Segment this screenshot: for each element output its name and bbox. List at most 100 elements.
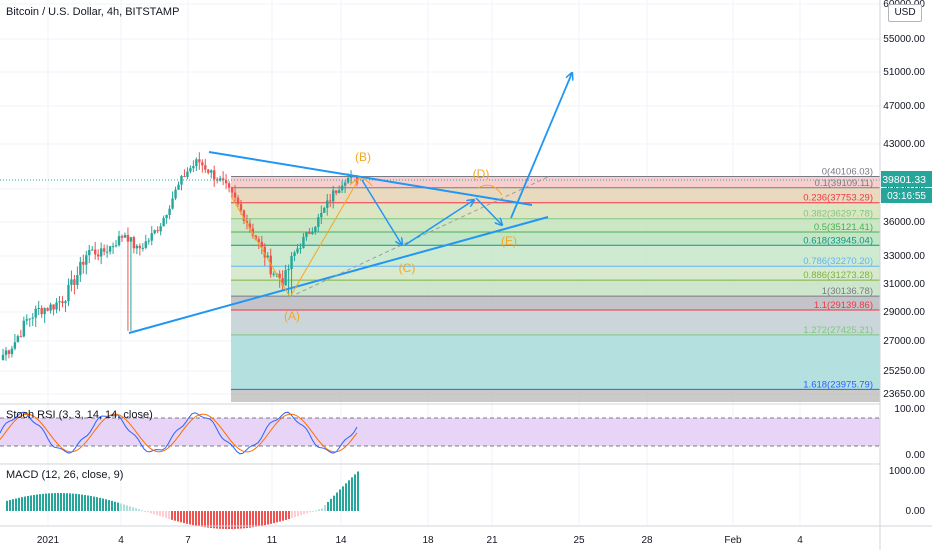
wave-label: (A) <box>284 309 300 323</box>
candle-body <box>162 218 165 227</box>
candle-body <box>311 232 314 235</box>
macd-histogram-bar <box>183 511 185 524</box>
candle-body <box>34 308 37 318</box>
candle-body <box>150 233 153 241</box>
wave-label: (E) <box>501 234 517 248</box>
fib-zone <box>231 176 880 188</box>
fib-zone <box>231 202 880 219</box>
candle-body <box>248 223 252 229</box>
candle-body <box>147 240 150 242</box>
fib-level-label: 1(30136.78) <box>822 286 873 297</box>
candle-body <box>171 198 174 209</box>
candle-body <box>99 248 103 257</box>
candle-body <box>1 354 5 361</box>
macd-histogram-bar <box>342 486 344 511</box>
fib-zone <box>231 334 880 390</box>
candle-body <box>174 189 177 199</box>
candle-body <box>260 241 264 247</box>
candle-body <box>254 235 258 240</box>
macd-histogram-bar <box>90 495 92 511</box>
breakout-arrow <box>510 73 572 219</box>
macd-histogram-bar <box>201 511 203 527</box>
macd-histogram-bar <box>108 500 110 511</box>
candle-body <box>126 234 130 242</box>
price-tick-label: 31000.00 <box>883 279 925 290</box>
macd-histogram-bar <box>153 511 155 515</box>
macd-histogram-bar <box>75 493 77 511</box>
macd-histogram-bar <box>345 483 347 511</box>
macd-histogram-bar <box>324 505 326 511</box>
macd-histogram-bar <box>177 511 179 522</box>
macd-histogram-bar <box>162 511 164 518</box>
fib-level-label: 0.236(37753.29) <box>803 193 873 204</box>
countdown-label: 03:16:55 <box>887 191 926 202</box>
price-tick-label: 29000.00 <box>883 307 925 318</box>
macd-histogram-bar <box>12 499 14 511</box>
macd-histogram-bar <box>48 493 50 511</box>
macd-histogram-bar <box>72 493 74 511</box>
macd-histogram-bar <box>66 493 68 511</box>
fib-level-label: 0.618(33945.04) <box>803 235 873 246</box>
time-tick-label: 18 <box>422 535 434 546</box>
time-tick-label: 21 <box>486 535 498 546</box>
time-tick-label: 4 <box>118 535 124 546</box>
candle-body <box>144 241 147 248</box>
candle-body <box>308 231 311 235</box>
macd-histogram-bar <box>180 511 182 523</box>
macd-histogram-bar <box>210 511 212 529</box>
fib-zone <box>231 280 880 297</box>
candle-body <box>94 249 97 255</box>
candle-body <box>61 301 64 304</box>
fib-level-label: 0.382(36297.78) <box>803 209 873 220</box>
macd-histogram-bar <box>219 511 221 529</box>
time-tick-label: 4 <box>797 535 803 546</box>
macd-histogram-bar <box>333 495 335 511</box>
time-tick-label: 11 <box>267 535 278 546</box>
candle-body <box>189 168 192 172</box>
price-tick-label: 47000.00 <box>883 101 925 112</box>
fib-zone <box>231 310 880 335</box>
macd-histogram-bar <box>300 511 302 516</box>
candle-body <box>343 182 347 186</box>
stoch-tick-label: 0.00 <box>906 450 926 461</box>
stoch-d-line <box>0 413 358 453</box>
macd-histogram-bar <box>186 511 188 524</box>
candle-body <box>326 200 329 208</box>
macd-title[interactable]: MACD (12, 26, close, 9) <box>6 469 124 481</box>
fib-level-label: 0.886(31273.28) <box>803 270 873 281</box>
candle-body <box>91 249 94 251</box>
macd-histogram-bar <box>150 511 152 514</box>
candle-body <box>257 239 261 242</box>
wave-d-arrow <box>404 200 474 246</box>
macd-histogram-bar <box>6 500 8 511</box>
candle-body <box>153 230 156 234</box>
currency-button[interactable]: USD <box>888 4 922 22</box>
upper-trendline <box>208 151 533 206</box>
macd-histogram-bar <box>126 505 128 511</box>
macd-histogram-bar <box>15 498 17 511</box>
candle-body <box>183 176 186 178</box>
candle-body <box>198 159 201 163</box>
macd-histogram-bar <box>306 511 308 514</box>
wave-e-arrow <box>475 197 502 225</box>
macd-histogram-bar <box>252 511 254 528</box>
symbol-title[interactable]: Bitcoin / U.S. Dollar, 4h, BITSTAMP <box>6 6 180 18</box>
macd-histogram-bar <box>189 511 191 525</box>
fib-level-label: 1.272(27425.21) <box>803 325 873 336</box>
macd-histogram-bar <box>249 511 251 528</box>
candle-body <box>317 217 320 227</box>
candle-body <box>323 207 326 213</box>
macd-histogram-bar <box>123 504 125 511</box>
candle-body <box>204 165 207 170</box>
macd-histogram-bar <box>225 511 227 529</box>
macd-histogram-bar <box>174 511 176 521</box>
wave-label: (C) <box>399 261 416 275</box>
candle-body <box>25 319 28 321</box>
candle-body <box>299 247 302 249</box>
macd-histogram-bar <box>156 511 158 516</box>
candle-body <box>334 190 338 193</box>
candle-body <box>105 251 109 253</box>
stoch-rsi-title[interactable]: Stoch RSI (3, 3, 14, 14, close) <box>6 409 153 421</box>
